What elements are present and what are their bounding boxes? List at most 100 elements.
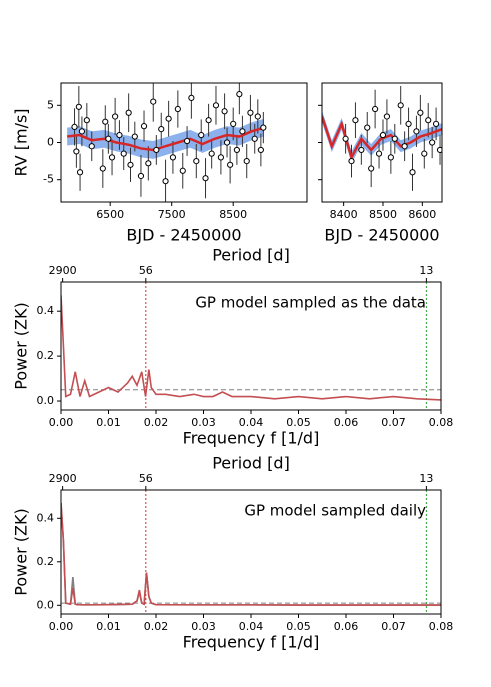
- axes-frame: [60, 281, 442, 411]
- rv-point: [230, 120, 237, 128]
- rv-point: [208, 150, 215, 157]
- rv-point: [76, 169, 84, 176]
- rv-point: [243, 157, 250, 165]
- x-tick-label: 0.05: [286, 416, 311, 429]
- rv-point: [236, 91, 243, 98]
- x-axis-label: Frequency f [1/d]: [183, 429, 320, 448]
- rv-point: [368, 165, 375, 172]
- rv-point: [387, 154, 394, 161]
- x-axis-label: BJD - 2450000: [324, 226, 439, 245]
- x-tick-label: 8400: [330, 208, 358, 221]
- rv-point: [83, 117, 90, 124]
- rv-point: [217, 154, 224, 161]
- x-axis-label: BJD - 2450000: [126, 226, 241, 245]
- x-tick-label: 0.03: [191, 416, 216, 429]
- rv-point: [254, 113, 261, 120]
- rv-point: [401, 143, 408, 150]
- rv-point: [198, 131, 205, 139]
- x-tick-label: 0.06: [334, 620, 359, 633]
- rv-point: [421, 150, 428, 157]
- rv-point: [413, 128, 420, 135]
- annotation: GP model sampled daily: [244, 502, 426, 520]
- power-curve: [61, 295, 441, 401]
- rv-point: [71, 123, 78, 130]
- rv-point: [188, 94, 195, 101]
- x-tick-label: 0.04: [239, 416, 264, 429]
- rv-point: [223, 139, 231, 146]
- rv-point: [409, 169, 416, 176]
- rv-point: [131, 133, 138, 140]
- rv-point: [127, 161, 134, 168]
- rv-point: [205, 117, 212, 124]
- x-tick-label: 0.06: [334, 416, 359, 429]
- x-tick-label: 0.01: [96, 620, 121, 633]
- y-tick-label: 0.2: [37, 349, 55, 362]
- top-axis-label: Period [d]: [212, 246, 290, 265]
- x-tick-label: 0.01: [96, 416, 121, 429]
- x-tick-label: 0.08: [429, 416, 454, 429]
- x-tick-label: 0.00: [49, 620, 74, 633]
- x-tick-label: 0.00: [49, 416, 74, 429]
- x-tick-label: 0.07: [381, 416, 406, 429]
- rv-point: [140, 123, 148, 130]
- x-tick-label: 8500: [219, 208, 247, 221]
- model-line: [322, 116, 442, 161]
- rv-point: [75, 103, 82, 110]
- rv-point: [165, 115, 172, 122]
- rv-point: [108, 154, 116, 161]
- rv-point: [212, 102, 220, 109]
- power-curve: [61, 503, 441, 606]
- rv-point: [102, 118, 109, 125]
- y-tick-label: -5: [43, 173, 54, 186]
- y-tick-label: 5: [47, 98, 54, 111]
- rv-point: [364, 124, 371, 131]
- rv-point: [162, 178, 169, 185]
- rv-point: [251, 135, 258, 142]
- rv-point: [153, 146, 160, 154]
- plot-area: [61, 282, 441, 410]
- x-tick-label: 8500: [369, 208, 397, 221]
- rv-point: [183, 137, 191, 145]
- rv-point: [425, 117, 432, 124]
- rv-point: [158, 126, 165, 133]
- plot-area: [66, 83, 267, 202]
- rv-point: [342, 135, 349, 142]
- rv-point: [120, 150, 127, 157]
- y-axis-label: Power (ZK): [12, 302, 31, 389]
- x-tick-label: 7500: [158, 208, 186, 221]
- top-tick-label: 56: [139, 472, 153, 485]
- rv-point: [358, 146, 365, 154]
- axes-frame: [60, 489, 442, 615]
- rv-point: [257, 146, 264, 154]
- rv-point: [383, 113, 391, 120]
- rv-point: [116, 131, 123, 139]
- plot-area: [322, 85, 442, 191]
- rv-point: [193, 157, 200, 165]
- axes-frame: [321, 82, 443, 203]
- rv-point: [348, 157, 355, 165]
- x-tick-label: 6500: [96, 208, 124, 221]
- rv-point: [397, 102, 404, 109]
- x-tick-label: 0.02: [144, 620, 169, 633]
- rv-point: [233, 146, 240, 154]
- rv-point: [352, 117, 359, 124]
- x-tick-label: 0.02: [144, 416, 169, 429]
- rv-point: [78, 128, 86, 135]
- y-tick-label: 0.4: [37, 511, 55, 524]
- rv-point: [169, 154, 177, 161]
- x-tick-label: 0.07: [381, 620, 406, 633]
- y-axis-label: RV [m/s]: [12, 108, 31, 176]
- annotation: GP model sampled as the data: [195, 294, 426, 312]
- x-tick-label: 0.03: [191, 620, 216, 633]
- model-line: [66, 126, 265, 152]
- y-tick-label: 0.0: [37, 394, 55, 407]
- rv-point: [145, 160, 152, 167]
- rv-point: [88, 143, 95, 150]
- rv-point: [405, 120, 412, 128]
- rv-point: [227, 161, 234, 168]
- rv-point: [417, 109, 424, 116]
- y-tick-label: 0.2: [37, 555, 55, 568]
- x-tick-label: 0.08: [429, 620, 454, 633]
- rv-point: [375, 150, 383, 157]
